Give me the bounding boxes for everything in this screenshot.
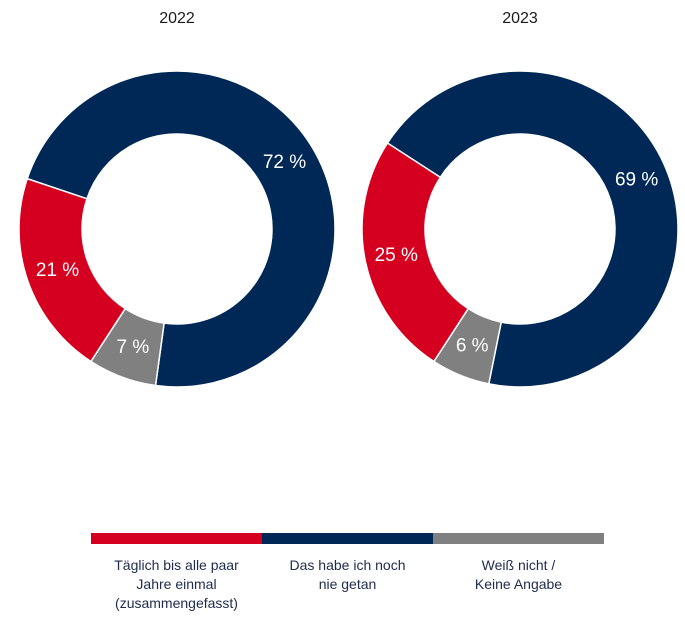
slice-label-2023-daily: 25 % (375, 245, 418, 266)
slice-label-2022-unknown: 7 % (117, 337, 150, 358)
slice-2023-never (386, 70, 679, 388)
legend-label-never: Das habe ich noch nie getan (289, 557, 406, 592)
slice-2023-unknown (432, 307, 503, 385)
slice-label-2023-never: 69 % (615, 169, 658, 190)
slice-2022-unknown (89, 307, 165, 387)
slice-label-2023-unknown: 6 % (456, 336, 489, 357)
legend-bar-unknown (433, 533, 604, 544)
slice-2023-daily (361, 141, 470, 363)
legend-bar-never (262, 533, 433, 544)
legend-bar-daily (91, 533, 262, 544)
slice-label-2022-never: 72 % (263, 152, 306, 173)
slice-2022-never (26, 70, 336, 388)
legend-label-daily: Täglich bis alle paar Jahre einmal (zusa… (114, 557, 239, 611)
donut-title-2023: 2023 (502, 10, 538, 27)
legend-label-unknown: Weiß nicht / Keine Angabe (474, 557, 563, 592)
slice-label-2022-daily: 21 % (36, 260, 79, 281)
donut-title-2022: 2022 (159, 10, 195, 27)
